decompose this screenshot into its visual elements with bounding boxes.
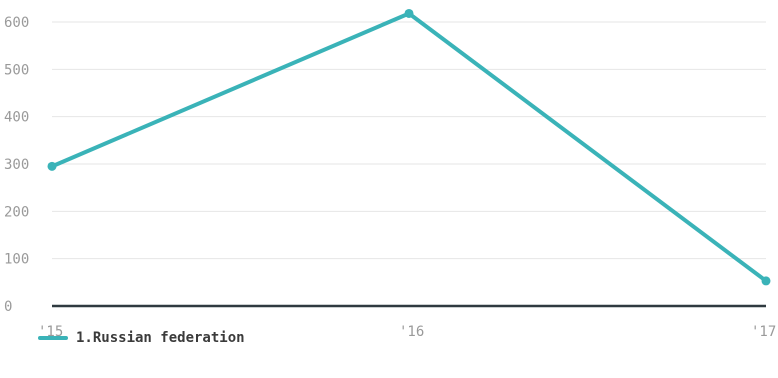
x-tick-label: '17: [751, 324, 776, 340]
y-tick-label: 500: [4, 62, 29, 78]
y-tick-label: 200: [4, 204, 29, 220]
y-tick-label: 600: [4, 15, 29, 31]
data-point[interactable]: [47, 161, 57, 171]
legend: 1.Russian federation: [38, 330, 245, 346]
data-point[interactable]: [761, 276, 771, 286]
data-point[interactable]: [404, 8, 414, 18]
series-line: [50, 11, 768, 283]
gridlines: [52, 21, 766, 308]
series-layer: [47, 8, 771, 286]
x-tick-label: '16: [399, 324, 424, 340]
legend-label: 1.Russian federation: [76, 330, 245, 346]
y-tick-label: 100: [4, 252, 29, 268]
y-tick-label: 300: [4, 157, 29, 173]
y-tick-label: 400: [4, 110, 29, 126]
y-tick-label: 0: [4, 299, 12, 315]
y-axis-ticks: 0 100 200 300 400 500 600: [4, 15, 29, 315]
legend-swatch: [38, 336, 68, 340]
